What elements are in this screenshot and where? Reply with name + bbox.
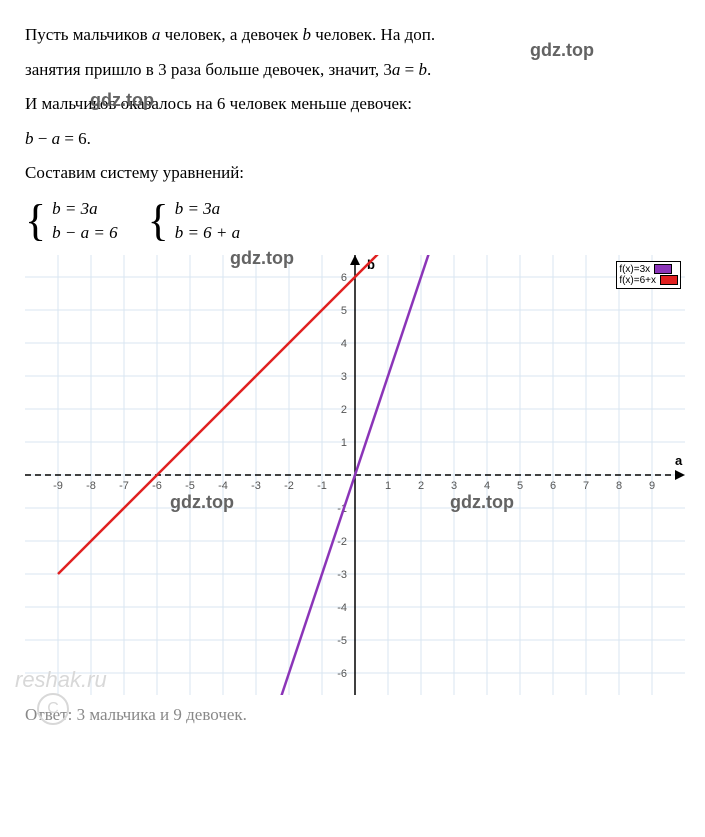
var: a bbox=[52, 129, 61, 148]
text: Пусть мальчиков bbox=[25, 25, 152, 44]
text: − bbox=[34, 129, 52, 148]
svg-text:-3: -3 bbox=[337, 569, 347, 581]
brace-icon: { bbox=[148, 201, 169, 241]
legend-swatch bbox=[660, 275, 678, 285]
svg-text:-2: -2 bbox=[284, 480, 294, 492]
svg-text:2: 2 bbox=[341, 404, 347, 416]
problem-line-5: Составим систему уравнений: bbox=[25, 158, 680, 189]
svg-text:-4: -4 bbox=[337, 602, 347, 614]
legend-swatch bbox=[654, 264, 672, 274]
text: человек. На доп. bbox=[311, 25, 435, 44]
svg-text:-4: -4 bbox=[218, 480, 228, 492]
svg-text:-1: -1 bbox=[317, 480, 327, 492]
var: b bbox=[419, 60, 428, 79]
svg-text:3: 3 bbox=[341, 371, 347, 383]
svg-text:6: 6 bbox=[341, 272, 347, 284]
text: занятия пришло в 3 раза больше девочек, … bbox=[25, 60, 392, 79]
systems-row: { b = 3a b − a = 6 { b = 3a b = 6 + a bbox=[25, 197, 680, 245]
svg-text:-6: -6 bbox=[337, 668, 347, 680]
svg-text:1: 1 bbox=[385, 480, 391, 492]
eq: b = 3a bbox=[175, 197, 240, 221]
chart-svg: -9-8-7-6-5-4-3-2-1123456789-8-7-6-5-4-3-… bbox=[25, 255, 685, 695]
svg-text:-6: -6 bbox=[152, 480, 162, 492]
eq: b = 3a bbox=[52, 197, 117, 221]
svg-text:8: 8 bbox=[616, 480, 622, 492]
svg-text:-2: -2 bbox=[337, 536, 347, 548]
svg-text:a: a bbox=[675, 453, 683, 468]
svg-text:6: 6 bbox=[550, 480, 556, 492]
var-b: b bbox=[303, 25, 312, 44]
svg-text:3: 3 bbox=[451, 480, 457, 492]
legend-row: f(x)=3x bbox=[619, 264, 678, 275]
system-2: { b = 3a b = 6 + a bbox=[148, 197, 241, 245]
legend-label: f(x)=6+x bbox=[619, 275, 656, 286]
problem-line-3: И мальчиков оказалось на 6 человек меньш… bbox=[25, 89, 680, 120]
svg-text:-7: -7 bbox=[119, 480, 129, 492]
brace-icon: { bbox=[25, 201, 46, 241]
legend-row: f(x)=6+x bbox=[619, 275, 678, 286]
var: b bbox=[25, 129, 34, 148]
svg-text:5: 5 bbox=[341, 305, 347, 317]
text: = 6. bbox=[60, 129, 91, 148]
system-1: { b = 3a b − a = 6 bbox=[25, 197, 118, 245]
svg-text:5: 5 bbox=[517, 480, 523, 492]
svg-text:4: 4 bbox=[341, 338, 347, 350]
svg-text:7: 7 bbox=[583, 480, 589, 492]
svg-text:9: 9 bbox=[649, 480, 655, 492]
problem-line-2: занятия пришло в 3 раза больше девочек, … bbox=[25, 55, 680, 86]
text: человек, а девочек bbox=[160, 25, 302, 44]
text: . bbox=[427, 60, 431, 79]
text: = bbox=[400, 60, 418, 79]
svg-text:4: 4 bbox=[484, 480, 490, 492]
legend: f(x)=3x f(x)=6+x bbox=[616, 261, 681, 289]
svg-text:-8: -8 bbox=[86, 480, 96, 492]
svg-text:-3: -3 bbox=[251, 480, 261, 492]
svg-text:1: 1 bbox=[341, 437, 347, 449]
eq: b − a = 6 bbox=[52, 221, 117, 245]
answer-text: Ответ: 3 мальчика и 9 девочек. bbox=[25, 705, 680, 725]
chart-container: -9-8-7-6-5-4-3-2-1123456789-8-7-6-5-4-3-… bbox=[25, 255, 685, 695]
svg-text:2: 2 bbox=[418, 480, 424, 492]
svg-text:-5: -5 bbox=[185, 480, 195, 492]
reshak-watermark: reshak.ru bbox=[15, 667, 107, 693]
svg-text:-9: -9 bbox=[53, 480, 63, 492]
legend-label: f(x)=3x bbox=[619, 264, 650, 275]
svg-text:-5: -5 bbox=[337, 635, 347, 647]
problem-line-4: b − a = 6. bbox=[25, 124, 680, 155]
eq: b = 6 + a bbox=[175, 221, 240, 245]
problem-line-1: Пусть мальчиков a человек, а девочек b ч… bbox=[25, 20, 680, 51]
copyright-icon: C bbox=[37, 693, 69, 725]
